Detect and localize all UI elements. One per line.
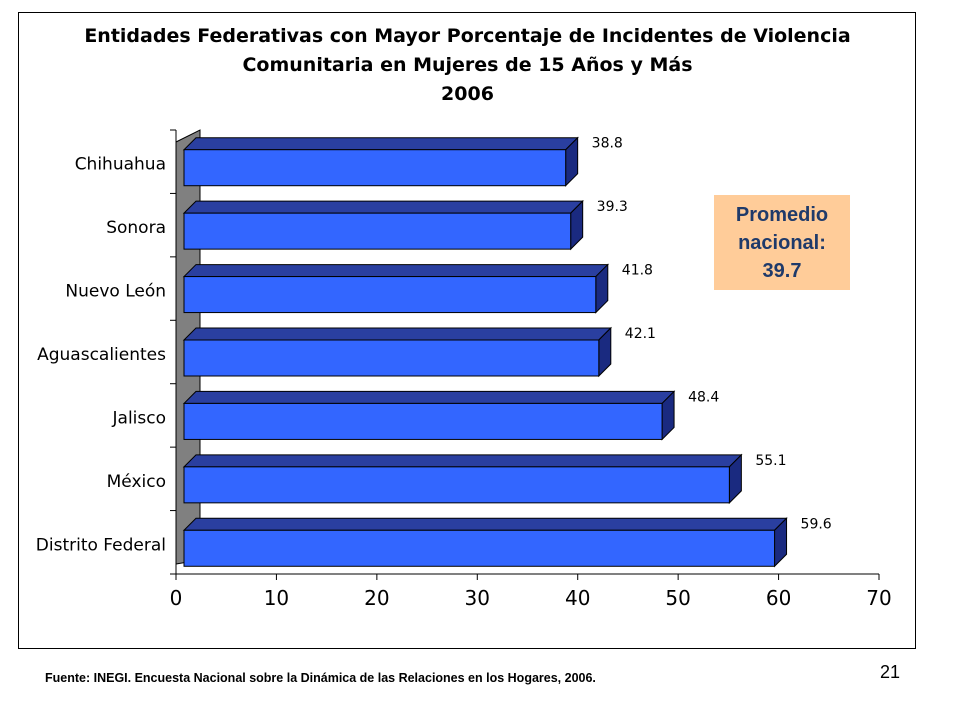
- category-label: Aguascalientes: [37, 345, 166, 365]
- x-tick-label: 10: [264, 586, 289, 610]
- data-label: 38.8: [592, 136, 623, 152]
- annotation-line-1: Promedio: [735, 204, 829, 226]
- category-label: Distrito Federal: [36, 535, 166, 555]
- category-label: Sonora: [106, 218, 166, 238]
- category-label: Nuevo León: [65, 282, 166, 302]
- title-line-3: 2006: [441, 83, 494, 105]
- x-tick-label: 30: [465, 586, 490, 610]
- x-tick-label: 40: [565, 586, 590, 610]
- bar-top-face: [182, 327, 613, 341]
- bar-top-face: [182, 200, 584, 214]
- category-label: Jalisco: [112, 408, 166, 428]
- bar-top-face: [182, 137, 579, 151]
- data-label: 39.3: [597, 199, 628, 215]
- x-tick-label: 50: [665, 586, 690, 610]
- bar: [183, 339, 600, 377]
- annotation-line-2: nacional:: [738, 232, 826, 254]
- chart-title: Entidades Federativas con Mayor Porcenta…: [0, 22, 935, 109]
- x-tick-label: 70: [866, 586, 891, 610]
- bar: [183, 212, 572, 250]
- data-label: 59.6: [801, 516, 832, 532]
- bar-top-face: [182, 517, 788, 531]
- bar: [183, 529, 776, 567]
- bar: [183, 276, 597, 314]
- x-tick-label: 60: [766, 586, 791, 610]
- x-tick-label: 0: [170, 586, 183, 610]
- data-label: 41.8: [622, 263, 653, 279]
- data-label: 48.4: [688, 389, 719, 405]
- bar-top-face: [182, 454, 743, 468]
- data-label: 55.1: [755, 453, 786, 469]
- category-label: Chihuahua: [75, 155, 166, 175]
- title-line-1: Entidades Federativas con Mayor Porcenta…: [84, 25, 851, 47]
- page-number: 21: [880, 662, 901, 682]
- title-line-2: Comunitaria en Mujeres de 15 Años y Más: [242, 54, 693, 76]
- category-label: México: [107, 472, 166, 492]
- bar: [183, 402, 663, 440]
- average-annotation: Promedio nacional: 39.7: [714, 195, 850, 290]
- bar: [183, 466, 730, 504]
- source-note: Fuente: INEGI. Encuesta Nacional sobre l…: [45, 671, 596, 685]
- bar: [183, 149, 567, 187]
- bar-top-face: [182, 390, 676, 404]
- bar-top-face: [182, 264, 609, 278]
- data-label: 42.1: [625, 326, 656, 342]
- x-tick-label: 20: [364, 586, 389, 610]
- annotation-line-3: 39.7: [762, 260, 802, 282]
